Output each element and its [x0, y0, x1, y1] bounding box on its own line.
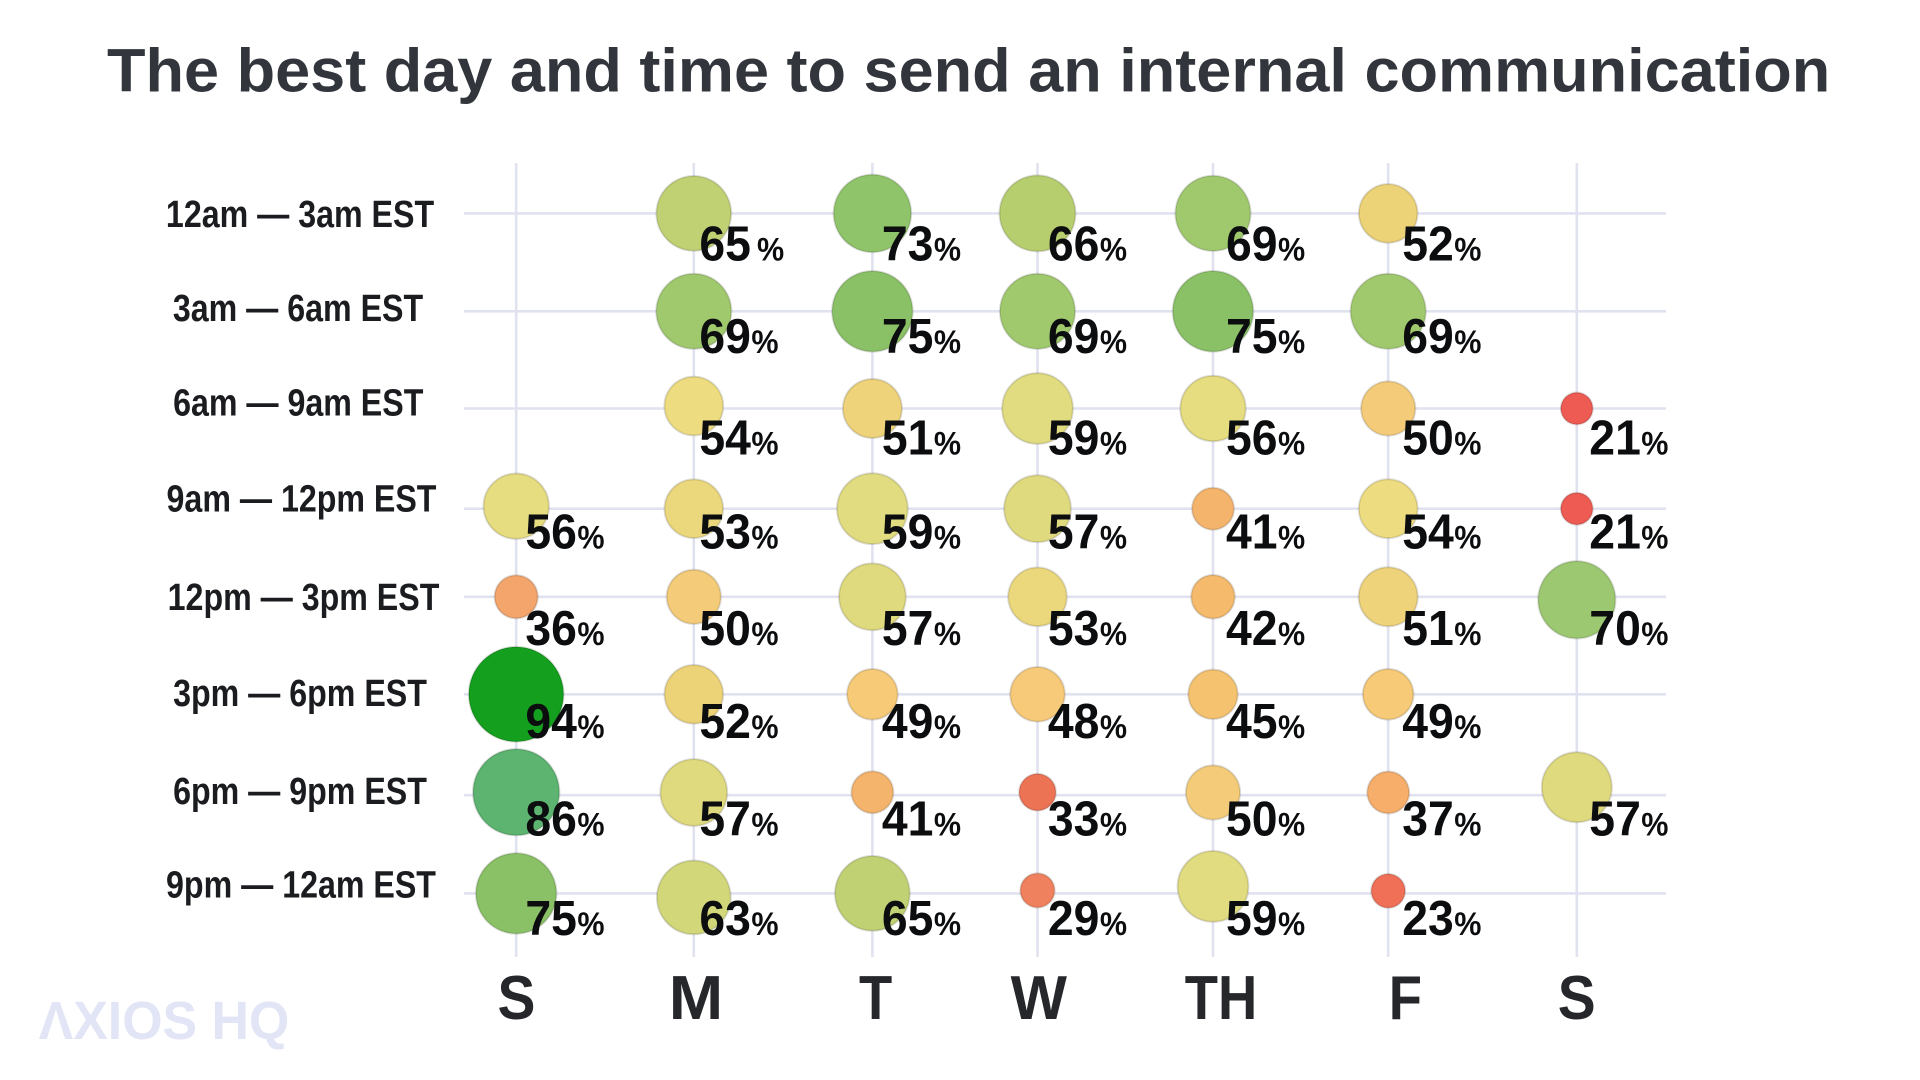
svg-text:57%: 57% [1048, 505, 1127, 560]
svg-text:50%: 50% [699, 602, 778, 657]
svg-text:37%: 37% [1402, 792, 1481, 847]
svg-text:29%: 29% [1048, 892, 1127, 947]
svg-text:3pm — 6pm EST: 3pm — 6pm EST [173, 673, 427, 715]
svg-text:21%: 21% [1589, 505, 1668, 560]
svg-text:63%: 63% [699, 892, 778, 947]
svg-text:33%: 33% [1048, 792, 1127, 847]
svg-text:52%: 52% [699, 695, 778, 750]
svg-text:53%: 53% [1048, 602, 1127, 657]
svg-text:65%: 65% [882, 892, 961, 947]
svg-text:50%: 50% [1402, 411, 1481, 466]
svg-text:21%: 21% [1589, 411, 1668, 466]
svg-text:86%: 86% [525, 792, 604, 847]
svg-text:54%: 54% [699, 411, 778, 466]
svg-text:S: S [1558, 963, 1596, 1033]
svg-text:M: M [669, 962, 723, 1032]
svg-text:T: T [859, 964, 892, 1033]
svg-text:57%: 57% [1589, 792, 1668, 847]
svg-text:73%: 73% [882, 217, 961, 272]
svg-text:56%: 56% [525, 505, 604, 560]
svg-text:9pm — 12am EST: 9pm — 12am EST [166, 864, 436, 906]
svg-text:57%: 57% [699, 792, 778, 847]
svg-text:12am — 3am EST: 12am — 3am EST [166, 194, 435, 236]
svg-text:69%: 69% [1048, 310, 1127, 365]
svg-text:56%: 56% [1226, 411, 1305, 466]
svg-text:TH: TH [1185, 964, 1257, 1033]
svg-text:59%: 59% [1226, 892, 1305, 947]
svg-text:70%: 70% [1589, 602, 1668, 657]
svg-text:45%: 45% [1226, 695, 1305, 750]
svg-text:51%: 51% [1402, 602, 1481, 657]
svg-text:50%: 50% [1226, 792, 1305, 847]
svg-text:6pm — 9pm EST: 6pm — 9pm EST [173, 770, 427, 812]
svg-text:6am — 9am EST: 6am — 9am EST [173, 382, 424, 424]
svg-text:75%: 75% [525, 892, 604, 947]
svg-text:65%: 65% [699, 217, 784, 272]
svg-text:W: W [1011, 963, 1068, 1033]
svg-text:59%: 59% [882, 505, 961, 560]
svg-text:42%: 42% [1226, 602, 1305, 657]
svg-text:12pm — 3pm EST: 12pm — 3pm EST [168, 577, 440, 619]
svg-text:S: S [497, 963, 535, 1033]
svg-text:53%: 53% [699, 505, 778, 560]
svg-text:51%: 51% [882, 411, 961, 466]
svg-text:75%: 75% [882, 310, 961, 365]
svg-text:The best day and time to send: The best day and time to send an interna… [107, 37, 1830, 105]
svg-text:66%: 66% [1048, 217, 1127, 272]
svg-text:ΛXIOS HQ: ΛXIOS HQ [39, 991, 290, 1051]
svg-text:F: F [1389, 964, 1422, 1033]
svg-text:59%: 59% [1048, 411, 1127, 466]
svg-text:54%: 54% [1402, 505, 1481, 560]
svg-text:49%: 49% [1402, 695, 1481, 750]
svg-text:36%: 36% [525, 602, 604, 657]
svg-text:52%: 52% [1402, 217, 1481, 272]
svg-text:94%: 94% [525, 695, 604, 750]
svg-text:69%: 69% [1226, 217, 1305, 272]
svg-text:48%: 48% [1048, 695, 1127, 750]
svg-text:41%: 41% [1226, 505, 1305, 560]
svg-text:75%: 75% [1226, 310, 1305, 365]
svg-text:57%: 57% [882, 602, 961, 657]
svg-text:69%: 69% [699, 310, 778, 365]
svg-text:23%: 23% [1402, 892, 1481, 947]
svg-text:3am — 6am EST: 3am — 6am EST [173, 288, 424, 330]
svg-text:69%: 69% [1402, 310, 1481, 365]
svg-text:41%: 41% [882, 792, 961, 847]
svg-text:9am — 12pm EST: 9am — 12pm EST [167, 478, 437, 520]
svg-text:49%: 49% [882, 695, 961, 750]
